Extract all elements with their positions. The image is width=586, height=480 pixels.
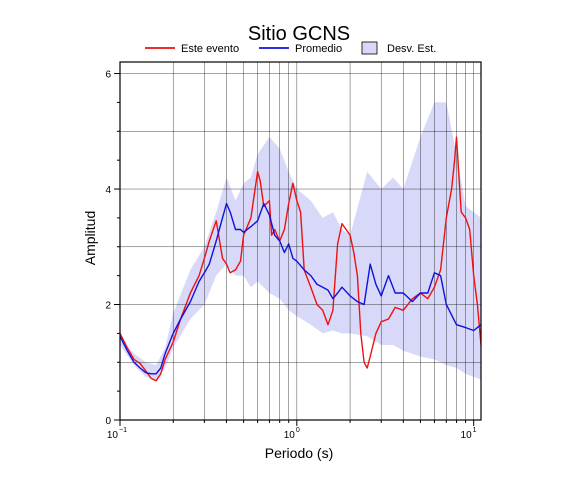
y-tick-label: 0 (105, 416, 111, 427)
x-tick-label: 10 (461, 430, 473, 441)
x-tick-label: 10 (107, 430, 119, 441)
y-axis-title: Amplitud (82, 211, 98, 265)
std-dev-band (120, 102, 481, 380)
legend-label: Desv. Est. (387, 43, 436, 55)
chart-title: Sitio GCNS (248, 23, 350, 45)
x-axis-title: Periodo (s) (265, 445, 333, 461)
y-tick-label: 6 (105, 70, 111, 81)
y-tick-label: 2 (105, 301, 111, 312)
x-tick-label-exponent: 1 (473, 427, 477, 434)
legend: Este evento Promedio Desv. Est. (145, 41, 436, 55)
y-tick-label: 4 (105, 185, 111, 196)
legend-label: Promedio (295, 43, 342, 55)
x-tick-label-exponent: −1 (119, 427, 127, 434)
legend-swatch-box (361, 41, 378, 55)
x-tick-label-group: 10 0 (284, 427, 300, 441)
legend-label: Este evento (181, 43, 239, 55)
series-line-promedio (120, 202, 481, 375)
x-tick-label-group: 10 −1 (107, 427, 127, 441)
x-tick-label: 10 (284, 430, 296, 441)
plot-frame (119, 61, 482, 421)
x-tick-label-group: 10 1 (461, 427, 477, 441)
x-tick-label-exponent: 0 (296, 427, 300, 434)
